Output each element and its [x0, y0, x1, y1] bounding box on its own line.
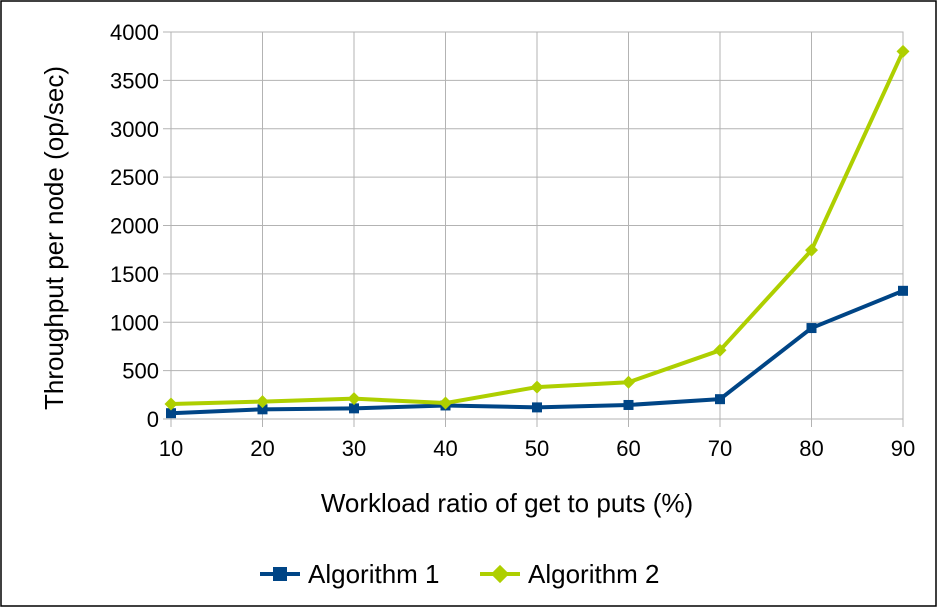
data-point [896, 44, 910, 58]
tick-labels: 0 500 1000 1500 2000 2500 3000 3500 4000 10 20 30 40… [110, 20, 915, 461]
data-point [715, 394, 725, 405]
y-tick-label: 0 [147, 407, 159, 432]
y-tick-label: 3500 [110, 68, 159, 93]
data-point [532, 402, 542, 413]
data-point [347, 392, 361, 406]
y-tick-label: 3000 [110, 117, 159, 142]
x-tick-label: 90 [891, 436, 915, 461]
data-point [257, 404, 268, 415]
legend: Algorithm 1 Algorithm 2 [260, 559, 660, 589]
legend-marker [273, 567, 287, 581]
y-tick-label: 1000 [110, 310, 159, 335]
x-tick-label: 60 [616, 436, 640, 461]
y-tick-label: 1500 [110, 262, 159, 287]
y-tick-label: 2000 [110, 214, 159, 239]
x-tick-label: 20 [250, 436, 274, 461]
y-axis-title: Throughput per node (op/sec) [39, 66, 69, 410]
legend-item-2: Algorithm 2 [480, 559, 660, 589]
y-tick-label: 4000 [110, 20, 159, 45]
x-tick-label: 50 [525, 436, 549, 461]
legend-item-1: Algorithm 1 [260, 559, 440, 589]
data-point [713, 343, 727, 357]
x-tick-label: 40 [433, 436, 457, 461]
data-point [623, 399, 634, 410]
x-tick-label: 30 [342, 436, 366, 461]
data-point [439, 396, 452, 410]
series-2 [164, 44, 910, 411]
data-point [349, 403, 359, 414]
x-tick-label: 70 [708, 436, 732, 461]
plot-area [170, 31, 904, 420]
legend-label: Algorithm 1 [308, 559, 440, 589]
y-tick-label: 500 [122, 359, 159, 384]
data-point [622, 375, 635, 389]
data-point [256, 395, 269, 409]
data-point [164, 397, 178, 411]
data-point [530, 380, 544, 394]
x-tick-label: 10 [159, 436, 183, 461]
y-tick-label: 2500 [110, 165, 159, 190]
x-axis-title: Workload ratio of get to puts (%) [321, 488, 693, 518]
legend-marker [490, 564, 510, 584]
data-point [166, 408, 176, 419]
x-tick-label: 80 [799, 436, 823, 461]
series-1 [166, 285, 908, 419]
data-point [898, 285, 908, 296]
data-point [805, 243, 818, 257]
legend-label: Algorithm 2 [528, 559, 660, 589]
series [164, 44, 910, 419]
data-point [806, 323, 817, 334]
